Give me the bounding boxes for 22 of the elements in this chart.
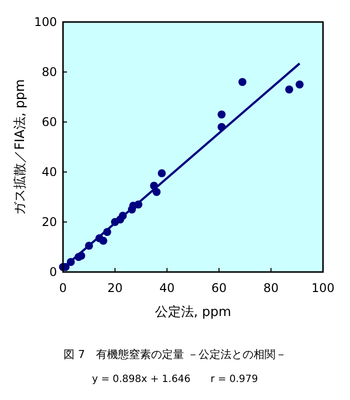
x-tick-label: 40 [159, 281, 175, 295]
point [285, 86, 294, 94]
y-tick-label: 100 [34, 15, 57, 29]
y-tick-label: 40 [42, 165, 57, 179]
x-tick-label: 100 [312, 281, 334, 295]
point [296, 80, 304, 88]
y-axis-title: ガス拡散／FIA法, ppm [13, 79, 28, 215]
y-tick-label: 60 [42, 115, 57, 129]
x-tick-label: 0 [59, 281, 67, 295]
point [158, 169, 166, 178]
y-tick-label: 80 [42, 65, 57, 79]
x-tick-label: 80 [263, 281, 279, 295]
point [99, 236, 108, 245]
y-tick-label: 0 [49, 265, 57, 279]
x-axis-title: 公定法, ppm [154, 305, 232, 320]
y-tick-label: 20 [42, 215, 57, 229]
x-tick-label: 20 [107, 281, 123, 295]
text: 図 7 有機態窒素の定量 －公定法との相関－ [64, 348, 286, 361]
x-tick-label: 60 [211, 281, 227, 295]
point [218, 110, 226, 118]
text: y = 0.898x + 1.646 r = 0.979 [92, 374, 258, 385]
point [238, 78, 246, 86]
